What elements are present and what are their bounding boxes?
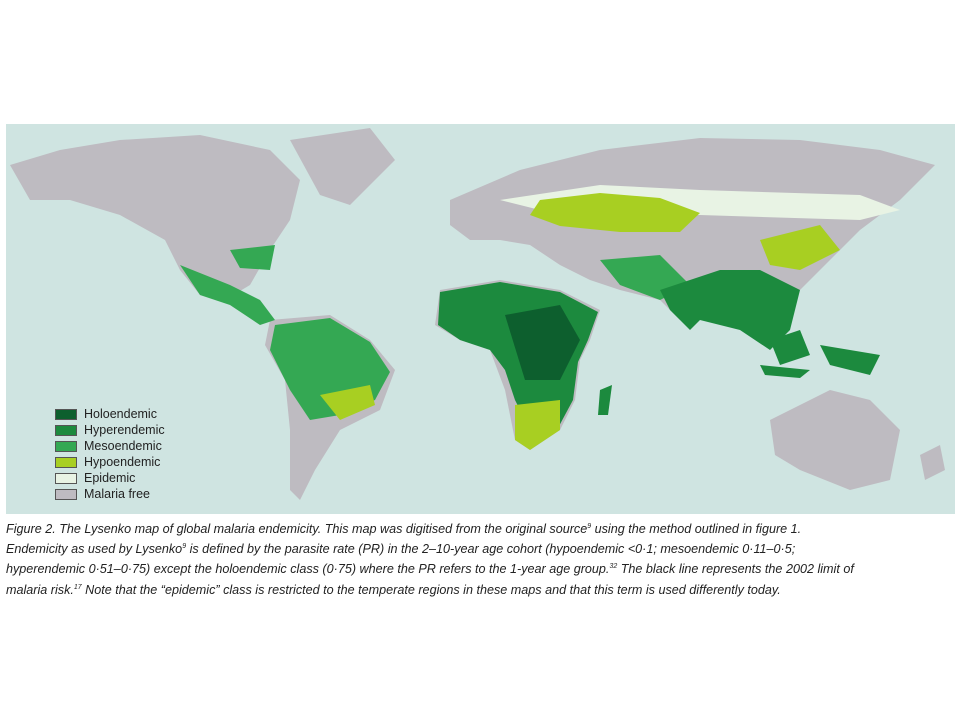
legend: Holoendemic Hyperendemic Mesoendemic Hypoen… [55,406,165,502]
caption-text: The black line represents the 2002 limit… [617,562,854,577]
caption-text: Note that the “epidemic” class is restri… [81,582,781,597]
caption-text: malaria risk. [6,582,74,597]
legend-swatch [55,440,77,452]
world-map [6,124,955,514]
reference: 17 [73,583,82,591]
caption-line: hyperendemic 0·51–0·75) except the holoe… [6,558,956,578]
legend-item: Hypoendemic [55,454,165,470]
caption-line: Figure 2. The Lysenko map of global mala… [6,518,956,538]
legend-swatch [55,424,77,436]
legend-item: Mesoendemic [55,438,165,454]
legend-item: Hyperendemic [55,422,165,438]
legend-swatch [55,488,77,500]
caption: Figure 2. The Lysenko map of global mala… [6,518,956,599]
legend-label: Mesoendemic [84,439,162,453]
caption-line: Endemicity as used by Lysenko9 is define… [6,538,956,558]
caption-text: Endemicity as used by Lysenko [6,542,183,557]
reference: 9 [182,543,187,551]
caption-text: using the method outlined in figure 1. [591,522,802,537]
reference: 9 [587,523,592,530]
caption-text: Figure 2. The Lysenko map of global mala… [6,522,588,537]
caption-line: malaria risk.17 Note that the “epidemic”… [6,579,956,599]
legend-item: Holoendemic [55,406,165,422]
caption-text: hyperendemic 0·51–0·75) except the holoe… [6,562,610,577]
legend-label: Hyperendemic [84,423,165,437]
legend-swatch [55,408,77,420]
legend-item: Epidemic [55,470,165,486]
endemic-zones [180,185,900,450]
reference: 32 [609,563,618,571]
legend-item: Malaria free [55,486,165,502]
legend-label: Epidemic [84,471,136,485]
legend-label: Holoendemic [84,407,157,421]
legend-swatch [55,456,77,468]
legend-label: Malaria free [84,487,150,501]
legend-swatch [55,472,77,484]
caption-text: is defined by the parasite rate (PR) in … [186,542,796,557]
legend-label: Hypoendemic [84,455,161,469]
